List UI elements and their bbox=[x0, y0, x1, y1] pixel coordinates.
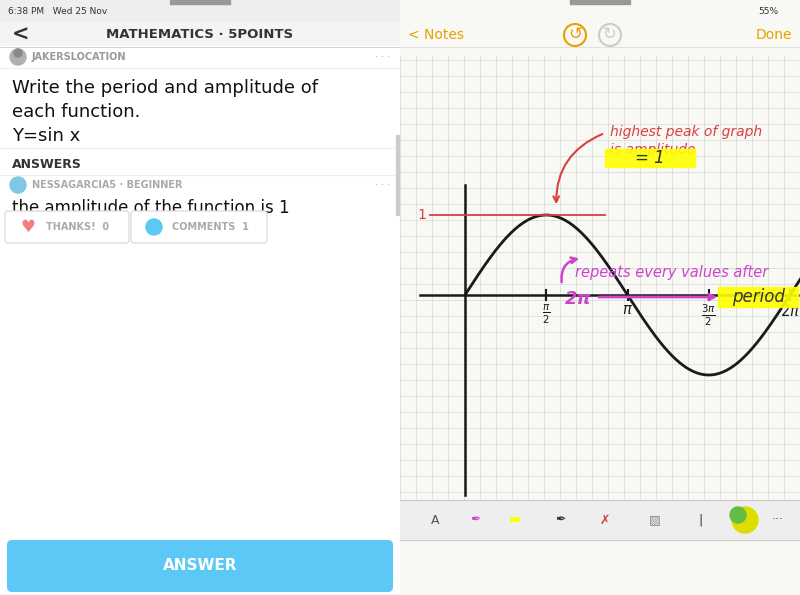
Circle shape bbox=[146, 219, 162, 235]
Text: ✒: ✒ bbox=[554, 513, 566, 527]
Text: JAKERSLOCATION: JAKERSLOCATION bbox=[32, 52, 126, 62]
Text: ▨: ▨ bbox=[649, 513, 661, 527]
Text: is amplitude: is amplitude bbox=[610, 143, 695, 157]
Text: ▬: ▬ bbox=[509, 513, 521, 527]
Text: Y=sin x: Y=sin x bbox=[12, 127, 80, 145]
Text: ANSWERS: ANSWERS bbox=[12, 158, 82, 171]
Text: = 1: = 1 bbox=[635, 149, 665, 167]
FancyBboxPatch shape bbox=[131, 211, 267, 243]
Text: $\frac{3\pi}{2}$: $\frac{3\pi}{2}$ bbox=[702, 303, 716, 328]
Text: ♥: ♥ bbox=[21, 218, 35, 236]
Text: · · ·: · · · bbox=[374, 52, 390, 62]
Bar bbox=[718, 287, 798, 307]
Bar bbox=[0, 0, 400, 22]
Text: NESSAGARCIA5 · BEGINNER: NESSAGARCIA5 · BEGINNER bbox=[32, 180, 182, 190]
Bar bbox=[0, 22, 400, 47]
Text: ●: ● bbox=[739, 513, 750, 527]
Text: ANSWER: ANSWER bbox=[162, 559, 238, 574]
Text: COMMENTS  1: COMMENTS 1 bbox=[171, 222, 249, 232]
Text: ✒: ✒ bbox=[470, 513, 480, 527]
Text: MATHEMATICS · 5POINTS: MATHEMATICS · 5POINTS bbox=[106, 29, 294, 42]
Text: · · ·: · · · bbox=[374, 180, 390, 190]
Text: each function.: each function. bbox=[12, 103, 140, 121]
Text: ↺: ↺ bbox=[568, 25, 582, 43]
Circle shape bbox=[14, 49, 22, 57]
Text: ↻: ↻ bbox=[603, 25, 617, 43]
Text: ···: ··· bbox=[772, 513, 784, 527]
Bar bbox=[0, 46, 400, 68]
Text: Write the period and amplitude of: Write the period and amplitude of bbox=[12, 79, 318, 97]
Text: ✗: ✗ bbox=[600, 513, 610, 527]
Bar bbox=[400, 22, 800, 47]
Bar bbox=[396, 135, 399, 215]
Text: period: period bbox=[731, 288, 785, 306]
Bar bbox=[570, 0, 630, 4]
Text: Done: Done bbox=[755, 28, 792, 42]
Bar bbox=[400, 0, 800, 22]
Text: the amplitude of the function is 1: the amplitude of the function is 1 bbox=[12, 199, 290, 217]
Text: <: < bbox=[12, 25, 30, 45]
Text: THANKS!  0: THANKS! 0 bbox=[46, 222, 110, 232]
Circle shape bbox=[732, 507, 758, 533]
Text: < Notes: < Notes bbox=[408, 28, 464, 42]
Text: 55%: 55% bbox=[758, 7, 778, 15]
Text: highest peak of graph: highest peak of graph bbox=[610, 125, 762, 139]
Bar bbox=[400, 500, 800, 540]
Bar bbox=[605, 149, 695, 167]
Circle shape bbox=[10, 49, 26, 65]
Circle shape bbox=[730, 507, 746, 523]
Text: repeats every values after: repeats every values after bbox=[575, 265, 768, 280]
Text: |: | bbox=[698, 513, 702, 527]
FancyBboxPatch shape bbox=[5, 211, 129, 243]
Bar bbox=[170, 0, 230, 4]
Text: $\pi$: $\pi$ bbox=[622, 303, 633, 317]
Text: 2π: 2π bbox=[565, 290, 592, 308]
FancyBboxPatch shape bbox=[7, 540, 393, 592]
Text: A: A bbox=[430, 513, 439, 527]
Text: $\frac{\pi}{2}$: $\frac{\pi}{2}$ bbox=[542, 303, 550, 326]
Circle shape bbox=[10, 177, 26, 193]
Text: $2\pi$: $2\pi$ bbox=[780, 303, 800, 319]
Text: 1: 1 bbox=[417, 208, 426, 222]
Text: 6:38 PM   Wed 25 Nov: 6:38 PM Wed 25 Nov bbox=[8, 7, 107, 15]
